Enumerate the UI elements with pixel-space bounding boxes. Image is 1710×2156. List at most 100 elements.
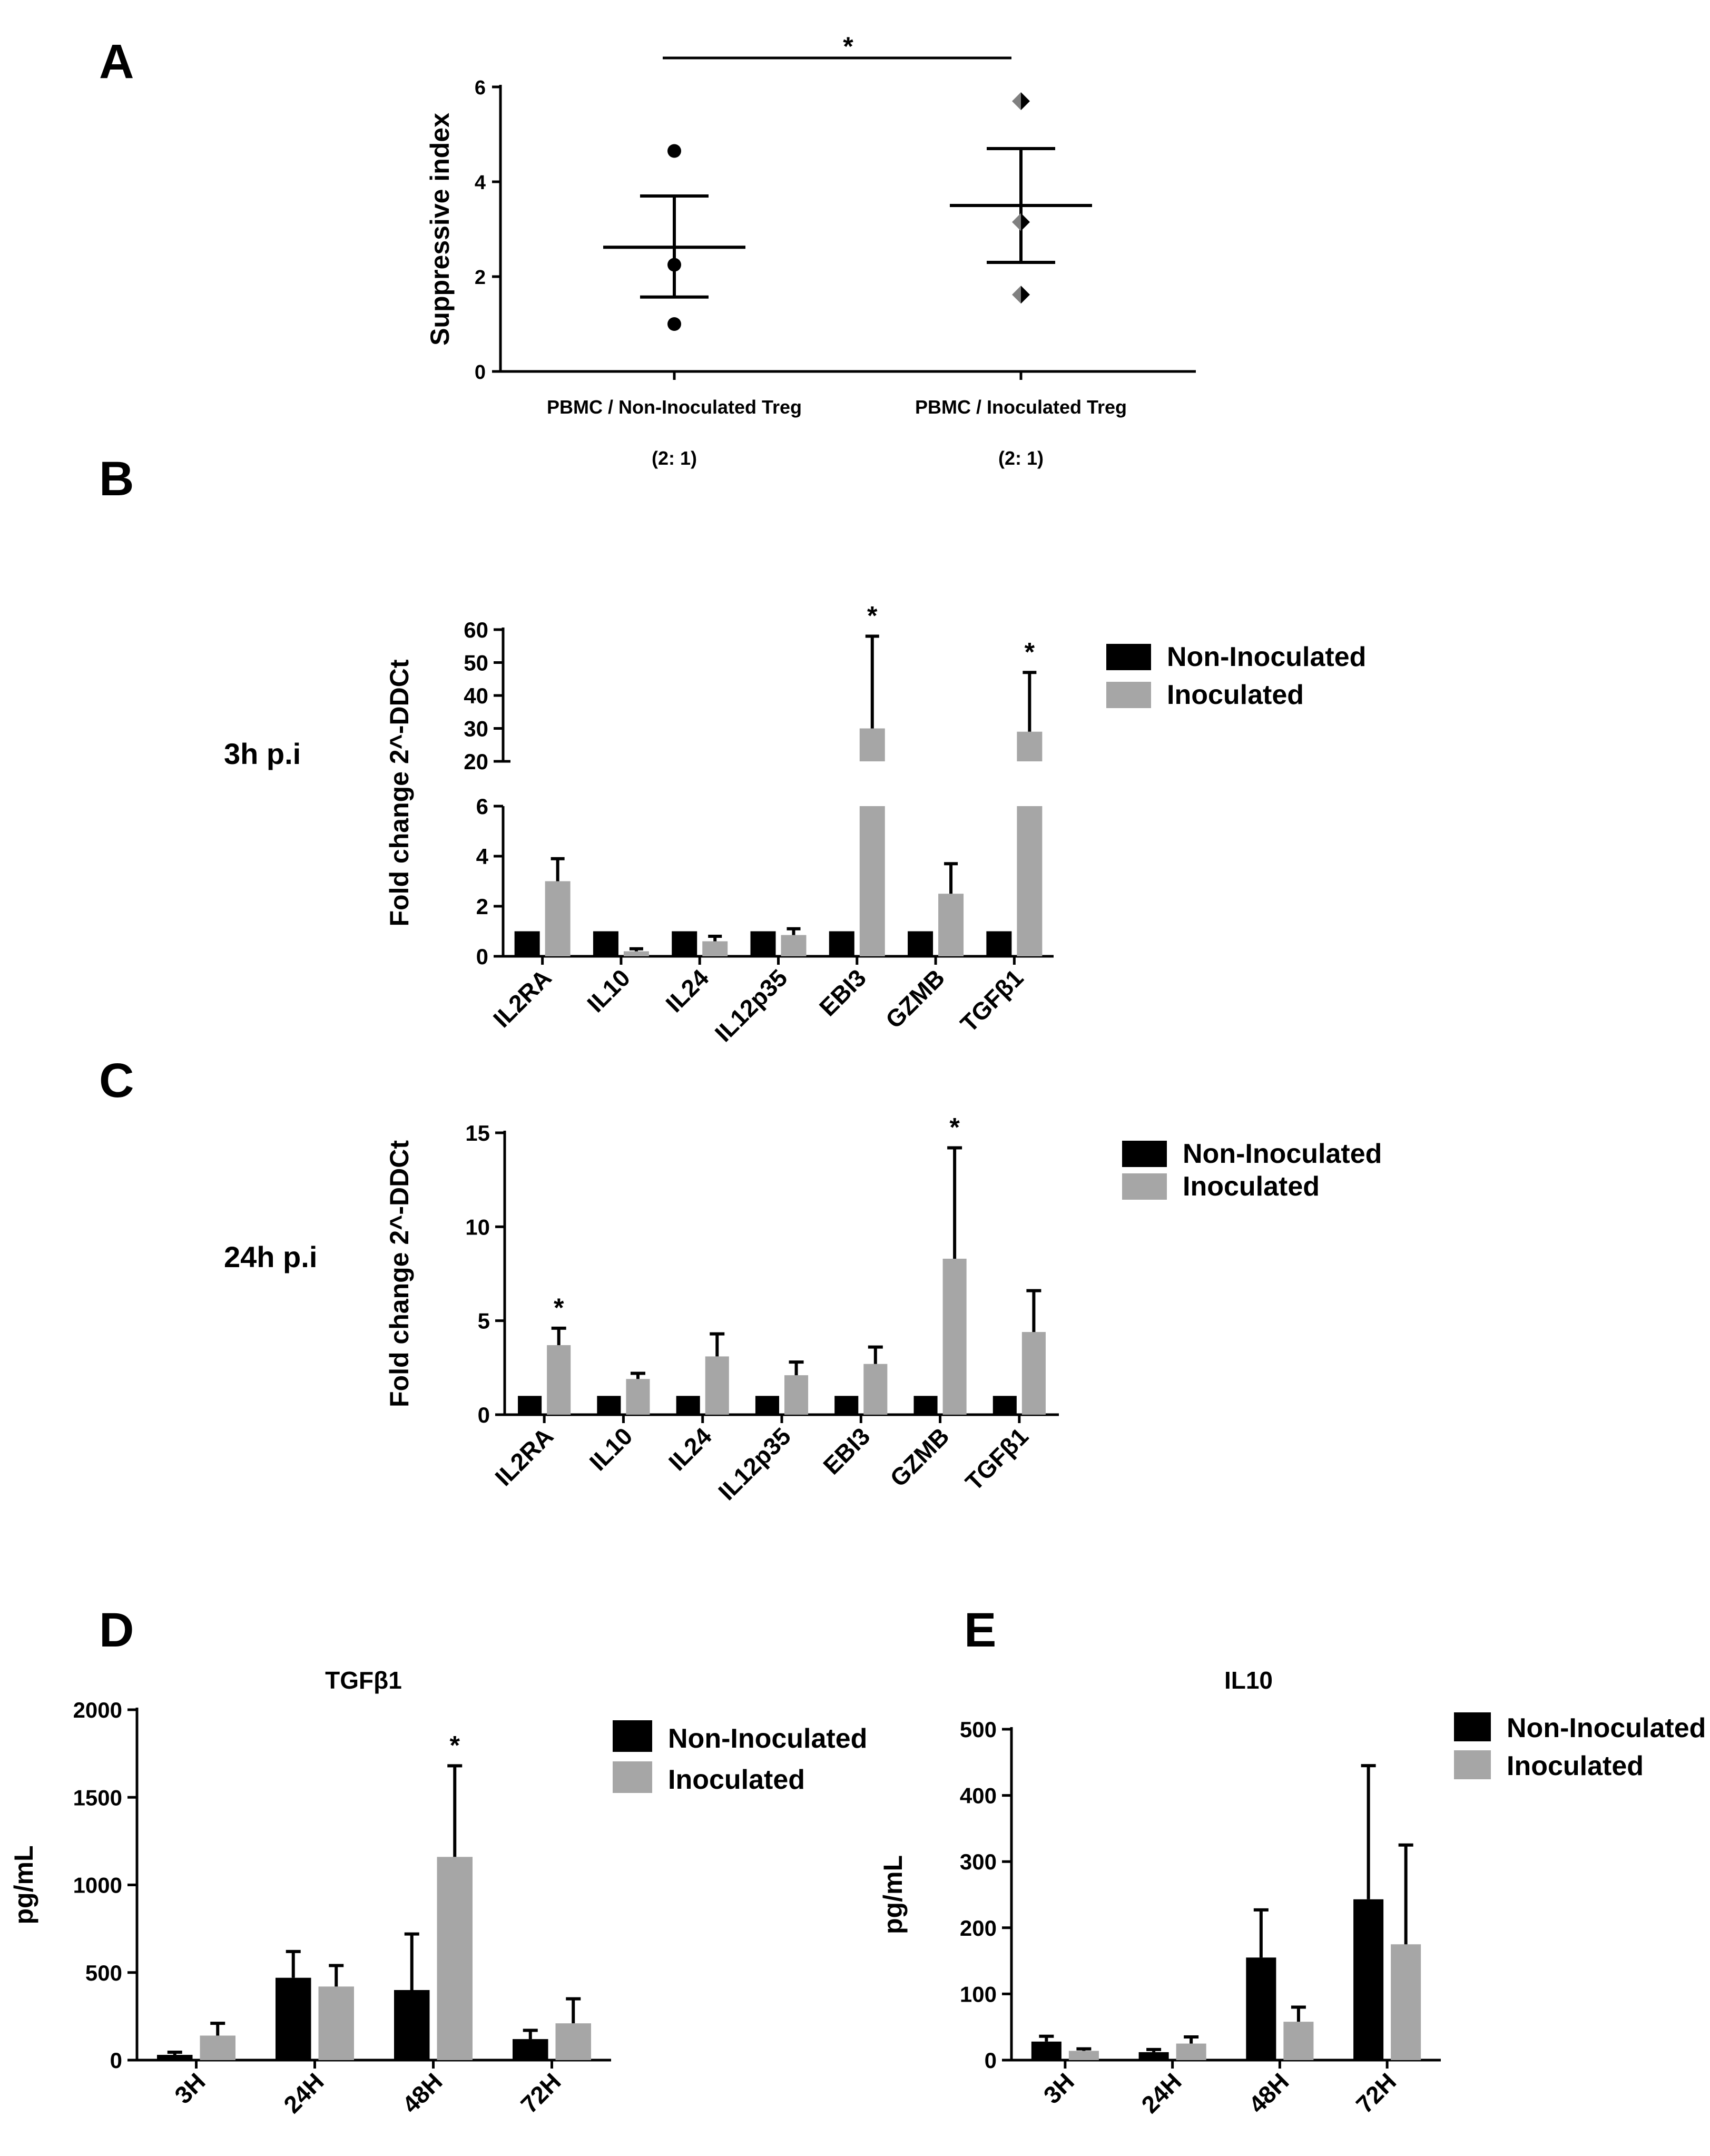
x-tick-label: 3H bbox=[1038, 2067, 1079, 2109]
bar-non-inoculated bbox=[593, 931, 618, 956]
bar-non-inoculated bbox=[992, 1396, 1017, 1415]
x-tick-label: IL12p35 bbox=[713, 1422, 796, 1505]
bar-non-inoculated bbox=[829, 931, 854, 956]
bar-inoculated bbox=[705, 1356, 729, 1415]
legend-swatch-non-inoculated bbox=[1122, 1141, 1167, 1167]
legend-swatch-inoculated bbox=[1122, 1173, 1167, 1200]
y-tick-label: 0 bbox=[475, 361, 486, 384]
bar-inoculated bbox=[942, 1258, 967, 1415]
bar-non-inoculated bbox=[157, 2055, 193, 2060]
y-axis-label: Suppressive index bbox=[425, 113, 455, 346]
x-tick-label: 48H bbox=[1243, 2067, 1294, 2118]
panel-label-a: A bbox=[99, 35, 134, 89]
bar-non-inoculated bbox=[1138, 2052, 1169, 2060]
y-tick-label: 2 bbox=[476, 894, 488, 919]
x-tick-label: 3H bbox=[169, 2067, 210, 2109]
x-tick-label: GZMB bbox=[880, 964, 950, 1034]
y-axis-label: Fold change 2^-DDCt bbox=[385, 1140, 414, 1407]
y-tick-label: 400 bbox=[960, 1783, 997, 1808]
bar-non-inoculated bbox=[834, 1396, 859, 1415]
y-tick-label: 500 bbox=[960, 1717, 997, 1742]
bar-inoculated bbox=[547, 1345, 571, 1415]
y-tick-label: 30 bbox=[464, 717, 488, 741]
legend-swatch-inoculated bbox=[1454, 1750, 1491, 1779]
significance-star: * bbox=[843, 32, 853, 61]
bar-inoculated bbox=[1391, 1944, 1421, 2060]
panel-label-b: B bbox=[99, 452, 134, 506]
significance-star: * bbox=[867, 601, 878, 631]
bar-non-inoculated bbox=[518, 1396, 542, 1415]
significance-star: * bbox=[1025, 637, 1035, 667]
bar-inoculated bbox=[781, 935, 807, 956]
data-point-left bbox=[1012, 213, 1021, 231]
bar-non-inoculated bbox=[908, 931, 933, 956]
significance-star: * bbox=[554, 1293, 564, 1322]
y-tick-label: 2 bbox=[475, 267, 486, 289]
y-tick-label: 2000 bbox=[73, 1698, 122, 1722]
y-tick-label: 6 bbox=[475, 77, 486, 99]
y-tick-label: 5 bbox=[478, 1309, 490, 1334]
bar-inoculated bbox=[623, 951, 649, 956]
bar-inoculated bbox=[1068, 2051, 1099, 2060]
x-tick-label: TGFβ1 bbox=[955, 964, 1029, 1037]
bar-inoculated bbox=[545, 881, 571, 956]
legend-swatch-inoculated bbox=[1106, 682, 1151, 708]
bar-non-inoculated bbox=[1353, 1899, 1384, 2060]
y-tick-label: 4 bbox=[476, 844, 489, 869]
x-tick-label: IL24 bbox=[663, 1422, 717, 1476]
y-axis-label: pg/mL bbox=[9, 1846, 38, 1925]
legend-label-non-inoculated: Non-Inoculated bbox=[668, 1723, 867, 1754]
x-tick-label: IL10 bbox=[584, 1422, 638, 1476]
chart-title: TGFβ1 bbox=[325, 1667, 402, 1694]
bar-inoculated bbox=[863, 1364, 888, 1415]
chart-title: IL10 bbox=[1224, 1667, 1273, 1694]
y-tick-label: 10 bbox=[465, 1214, 490, 1239]
bar-non-inoculated bbox=[986, 931, 1012, 956]
bar-non-inoculated bbox=[676, 1396, 700, 1415]
y-tick-label: 40 bbox=[464, 683, 488, 708]
bar-inoculated-upper bbox=[1017, 731, 1043, 761]
bar-inoculated bbox=[555, 2023, 591, 2060]
bar-non-inoculated bbox=[1031, 2041, 1062, 2060]
legend-label-inoculated: Inoculated bbox=[1167, 680, 1304, 710]
bar-inoculated bbox=[859, 806, 885, 956]
legend-swatch-non-inoculated bbox=[1106, 644, 1151, 670]
y-tick-label: 50 bbox=[464, 651, 488, 675]
bar-inoculated bbox=[318, 1986, 354, 2060]
significance-star: * bbox=[450, 1730, 460, 1760]
y-tick-label: 60 bbox=[464, 618, 488, 642]
legend-label-inoculated: Inoculated bbox=[1183, 1171, 1320, 1202]
x-tick-label: GZMB bbox=[885, 1422, 955, 1492]
y-tick-label: 0 bbox=[985, 2048, 997, 2073]
y-tick-label: 1500 bbox=[73, 1785, 122, 1810]
bar-non-inoculated bbox=[913, 1396, 938, 1415]
y-axis-label: pg/mL bbox=[878, 1855, 908, 1934]
x-tick-label: IL24 bbox=[660, 964, 714, 1017]
bar-inoculated bbox=[784, 1375, 809, 1415]
bar-inoculated bbox=[200, 2035, 235, 2060]
x-tick-label: 48H bbox=[397, 2067, 447, 2118]
bar-inoculated bbox=[938, 894, 964, 956]
x-tick-label: 72H bbox=[515, 2067, 566, 2118]
data-point-left bbox=[1012, 92, 1021, 110]
y-tick-label: 0 bbox=[110, 2048, 122, 2073]
data-point-right bbox=[1021, 213, 1030, 231]
legend-label-inoculated: Inoculated bbox=[668, 1765, 805, 1795]
x-tick-label: IL2RA bbox=[488, 964, 557, 1033]
bar-inoculated-upper bbox=[859, 728, 885, 761]
data-point bbox=[667, 317, 681, 331]
y-tick-label: 300 bbox=[960, 1849, 997, 1874]
data-point bbox=[1012, 92, 1030, 110]
y-tick-label: 500 bbox=[85, 1961, 122, 1985]
x-tick-label: 24H bbox=[1136, 2067, 1186, 2118]
y-tick-label: 1000 bbox=[73, 1873, 122, 1898]
bar-non-inoculated bbox=[514, 931, 540, 956]
data-point bbox=[1012, 286, 1030, 304]
bar-non-inoculated bbox=[513, 2039, 548, 2060]
bar-non-inoculated bbox=[1246, 1957, 1276, 2060]
x-tick-label: PBMC / Inoculated Treg bbox=[915, 396, 1127, 418]
y-tick-label: 20 bbox=[464, 749, 488, 774]
bar-inoculated bbox=[1283, 2022, 1314, 2060]
x-tick-label: EBI3 bbox=[818, 1422, 875, 1479]
